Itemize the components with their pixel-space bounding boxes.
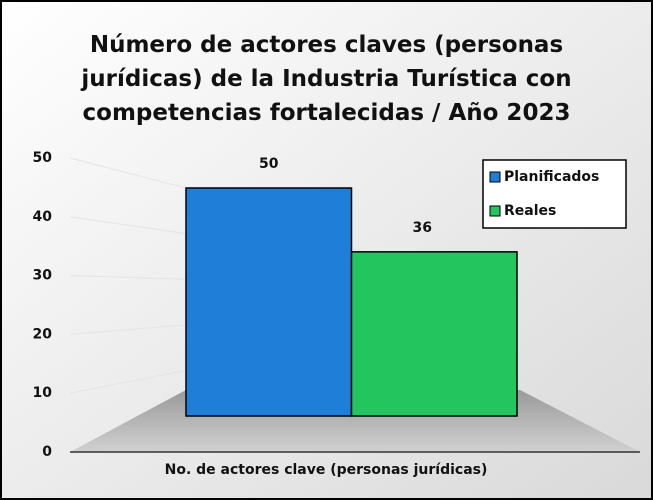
grid-line [69, 369, 187, 394]
y-tick-label: 50 [33, 150, 53, 166]
legend-swatch [489, 205, 501, 217]
x-category-label: No. de actores clave (personas jurídicas… [165, 462, 488, 478]
grid-line [69, 216, 187, 235]
legend-label: Reales [504, 203, 556, 219]
bar [185, 187, 353, 417]
y-tick-label: 40 [33, 209, 53, 225]
data-label: 36 [413, 220, 432, 236]
grid-line [69, 324, 187, 335]
data-label: 50 [259, 156, 279, 172]
legend-label: Planificados [504, 169, 599, 185]
y-tick-label: 10 [33, 385, 53, 401]
bar [350, 251, 518, 417]
legend-box [482, 159, 627, 229]
y-tick-label: 30 [33, 268, 53, 284]
chart-title: Número de actores claves (personas juríd… [81, 32, 572, 126]
legend-swatch [489, 171, 501, 183]
grid-line [69, 157, 187, 189]
y-tick-label: 20 [33, 326, 53, 342]
y-tick-label: 0 [42, 444, 52, 460]
grid-line [69, 275, 187, 280]
